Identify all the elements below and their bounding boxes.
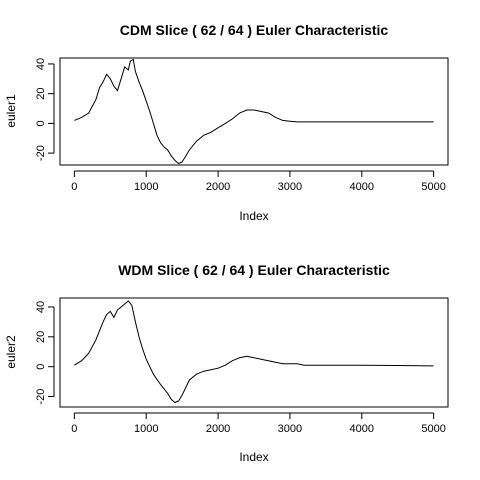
plot-frame bbox=[59, 57, 449, 166]
x-tick-label: 5000 bbox=[421, 423, 445, 435]
y-tick-label: 0 bbox=[35, 364, 47, 370]
x-axis: 0 1000 2000 3000 4000 5000 bbox=[71, 170, 446, 193]
y-tick-label: 40 bbox=[35, 58, 47, 70]
x-tick-label: 2000 bbox=[206, 181, 230, 193]
x-tick-label: 0 bbox=[71, 181, 77, 193]
plot-title: CDM Slice ( 62 / 64 ) Euler Characterist… bbox=[120, 22, 389, 38]
y-tick-label: 20 bbox=[35, 331, 47, 343]
series-line bbox=[74, 58, 434, 165]
y-tick-label: 20 bbox=[35, 88, 47, 100]
series-line bbox=[74, 300, 434, 404]
x-tick-label: 1000 bbox=[134, 181, 158, 193]
cdm-plot: CDM Slice ( 62 / 64 ) Euler Characterist… bbox=[4, 22, 449, 223]
x-axis: 0 1000 2000 3000 4000 5000 bbox=[71, 412, 446, 435]
x-tick-label: 3000 bbox=[278, 423, 302, 435]
x-tick-label: 4000 bbox=[350, 181, 374, 193]
x-axis-label: Index bbox=[239, 209, 268, 223]
y-tick-label: -20 bbox=[35, 145, 47, 161]
x-axis-label: Index bbox=[239, 450, 268, 464]
y-tick-label: 0 bbox=[35, 120, 47, 126]
y-axis-label: euler1 bbox=[4, 94, 18, 128]
y-axis: -20 0 20 40 bbox=[35, 301, 55, 405]
x-tick-label: 0 bbox=[71, 423, 77, 435]
x-tick-label: 2000 bbox=[206, 423, 230, 435]
x-tick-label: 5000 bbox=[421, 181, 445, 193]
x-tick-label: 3000 bbox=[278, 181, 302, 193]
plot-frame bbox=[59, 297, 449, 408]
y-axis: -20 0 20 40 bbox=[35, 58, 55, 161]
y-tick-label: 40 bbox=[35, 301, 47, 313]
x-tick-label: 1000 bbox=[134, 423, 158, 435]
plot-title: WDM Slice ( 62 / 64 ) Euler Characterist… bbox=[118, 262, 390, 278]
x-tick-label: 4000 bbox=[350, 423, 374, 435]
y-tick-label: -20 bbox=[35, 389, 47, 405]
y-axis-label: euler2 bbox=[4, 335, 18, 369]
wdm-plot: WDM Slice ( 62 / 64 ) Euler Characterist… bbox=[4, 262, 449, 464]
